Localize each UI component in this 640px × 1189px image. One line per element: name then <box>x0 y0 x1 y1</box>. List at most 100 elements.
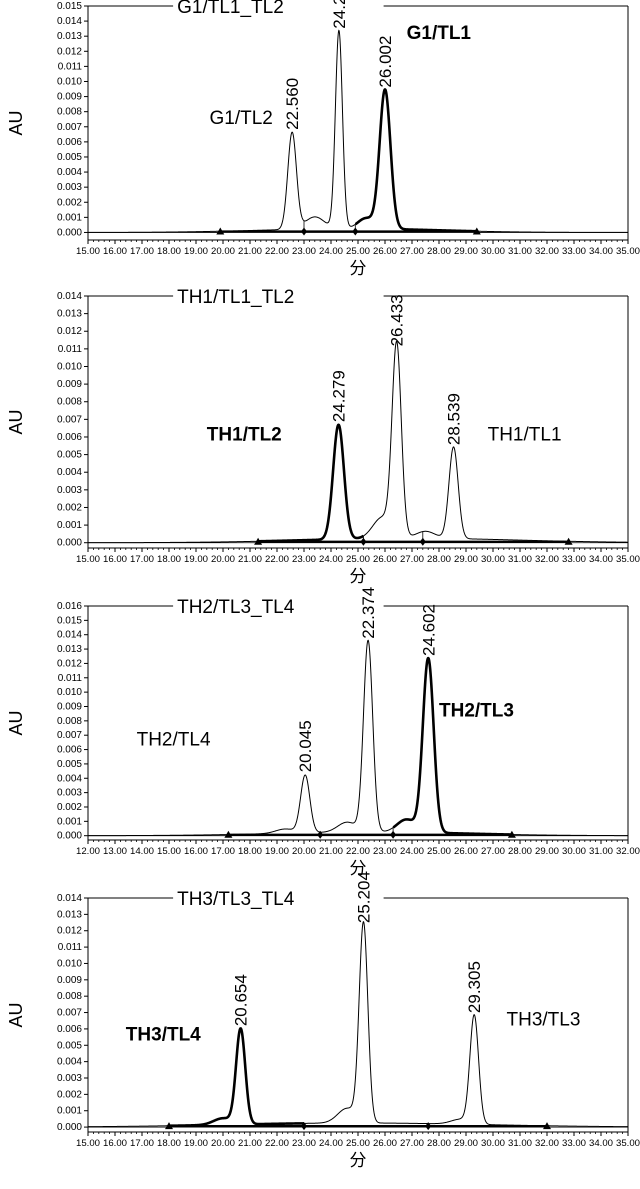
x-tick-label: 29.00 <box>535 846 559 856</box>
y-tick-label: 0.005 <box>57 1040 82 1051</box>
retention-time-label: 25.204 <box>355 871 374 923</box>
x-tick-label: 23.00 <box>292 1138 316 1148</box>
y-tick-label: 0.008 <box>57 716 82 727</box>
y-tick-label: 0.009 <box>57 701 82 712</box>
y-tick-label: 0.009 <box>57 379 82 390</box>
retention-time-label: 24.602 <box>419 604 438 656</box>
x-tick-label: 23.00 <box>292 554 316 564</box>
y-tick-label: 0.013 <box>57 31 82 42</box>
y-tick-label: 0.010 <box>57 361 82 372</box>
x-tick-label: 30.00 <box>481 1138 505 1148</box>
x-tick-label: 29.00 <box>454 1138 478 1148</box>
y-tick-label: 0.007 <box>57 1008 82 1019</box>
chromatogram-trace <box>88 30 628 232</box>
retention-time-label: 26.433 <box>388 294 407 346</box>
y-tick-label: 0.003 <box>57 1073 82 1084</box>
x-tick-label: 27.00 <box>400 246 424 256</box>
x-tick-label: 27.00 <box>400 1138 424 1148</box>
x-tick-label: 16.00 <box>103 1138 127 1148</box>
chart-title: TH2/TL3_TL4 <box>177 597 295 618</box>
y-tick-label: 0.012 <box>57 46 82 57</box>
x-tick-label: 23.00 <box>292 246 316 256</box>
y-tick-label: 0.016 <box>57 601 82 612</box>
y-tick-label: 0.000 <box>57 538 82 549</box>
y-tick-label: 0.008 <box>57 107 82 118</box>
y-tick-label: 0.013 <box>57 644 82 655</box>
x-tick-label: 26.00 <box>373 246 397 256</box>
x-tick-label: 25.00 <box>346 246 370 256</box>
x-tick-label: 28.00 <box>508 846 532 856</box>
x-tick-label: 16.00 <box>103 554 127 564</box>
y-axis-label: AU <box>6 409 26 434</box>
y-tick-label: 0.005 <box>57 759 82 770</box>
y-tick-label: 0.012 <box>57 926 82 937</box>
retention-time-label: 29.305 <box>465 961 484 1013</box>
x-axis-label: 分 <box>350 1151 367 1170</box>
y-tick-label: 0.000 <box>57 1122 82 1133</box>
chart-title: TH3/TL3_TL4 <box>177 889 295 910</box>
x-tick-label: 15.00 <box>76 554 100 564</box>
y-tick-label: 0.005 <box>57 152 82 163</box>
x-tick-label: 28.00 <box>427 554 451 564</box>
x-tick-label: 17.00 <box>211 846 235 856</box>
x-tick-label: 31.00 <box>508 1138 532 1148</box>
chart-title: TH1/TL1_TL2 <box>177 287 294 308</box>
x-tick-label: 20.00 <box>292 846 316 856</box>
x-tick-label: 26.00 <box>373 1138 397 1148</box>
y-tick-label: 0.015 <box>57 1 82 12</box>
x-tick-label: 34.00 <box>589 246 613 256</box>
retention-time-label: 22.560 <box>283 78 302 130</box>
x-tick-label: 15.00 <box>76 246 100 256</box>
x-tick-label: 24.00 <box>319 246 343 256</box>
retention-time-label: 20.654 <box>232 974 251 1026</box>
y-tick-label: 0.002 <box>57 1089 82 1100</box>
x-tick-label: 22.00 <box>265 554 289 564</box>
x-tick-label: 20.00 <box>211 1138 235 1148</box>
y-tick-label: 0.007 <box>57 414 82 425</box>
y-tick-label: 0.010 <box>57 76 82 87</box>
y-tick-label: 0.010 <box>57 687 82 698</box>
x-tick-label: 32.00 <box>535 554 559 564</box>
x-tick-label: 26.00 <box>373 554 397 564</box>
x-tick-label: 17.00 <box>130 1138 154 1148</box>
retention-time-label: 26.002 <box>376 36 395 88</box>
x-tick-label: 31.00 <box>589 846 613 856</box>
x-tick-label: 35.00 <box>616 1138 640 1148</box>
x-tick-label: 28.00 <box>427 1138 451 1148</box>
y-tick-label: 0.002 <box>57 802 82 813</box>
y-tick-label: 0.002 <box>57 197 82 208</box>
x-tick-label: 33.00 <box>562 554 586 564</box>
y-tick-label: 0.004 <box>57 773 82 784</box>
x-tick-label: 31.00 <box>508 554 532 564</box>
y-tick-label: 0.006 <box>57 137 82 148</box>
x-tick-label: 22.00 <box>346 846 370 856</box>
x-tick-label: 17.00 <box>130 246 154 256</box>
retention-time-label: 20.045 <box>296 720 315 772</box>
x-tick-label: 22.00 <box>265 246 289 256</box>
y-tick-label: 0.012 <box>57 326 82 337</box>
x-tick-label: 35.00 <box>616 554 640 564</box>
y-tick-label: 0.004 <box>57 167 82 178</box>
peak-name-label: G1/TL1 <box>407 23 472 44</box>
x-tick-label: 21.00 <box>238 246 262 256</box>
x-tick-label: 15.00 <box>76 1138 100 1148</box>
chromatogram-trace-bold <box>356 89 477 231</box>
x-tick-label: 27.00 <box>481 846 505 856</box>
x-tick-label: 20.00 <box>211 554 235 564</box>
x-tick-label: 34.00 <box>589 554 613 564</box>
x-tick-label: 32.00 <box>535 246 559 256</box>
x-tick-label: 15.00 <box>157 846 181 856</box>
y-tick-label: 0.000 <box>57 227 82 238</box>
y-tick-label: 0.011 <box>58 673 83 684</box>
chromatogram-trace-bold <box>393 658 512 834</box>
y-tick-label: 0.011 <box>58 942 83 953</box>
x-tick-label: 30.00 <box>481 554 505 564</box>
x-axis-label: 分 <box>350 567 367 586</box>
y-tick-label: 0.001 <box>57 212 82 223</box>
y-tick-label: 0.006 <box>57 745 82 756</box>
x-tick-label: 12.00 <box>76 846 100 856</box>
x-tick-label: 30.00 <box>481 246 505 256</box>
y-tick-label: 0.002 <box>57 502 82 513</box>
x-axis-label: 分 <box>350 259 367 278</box>
